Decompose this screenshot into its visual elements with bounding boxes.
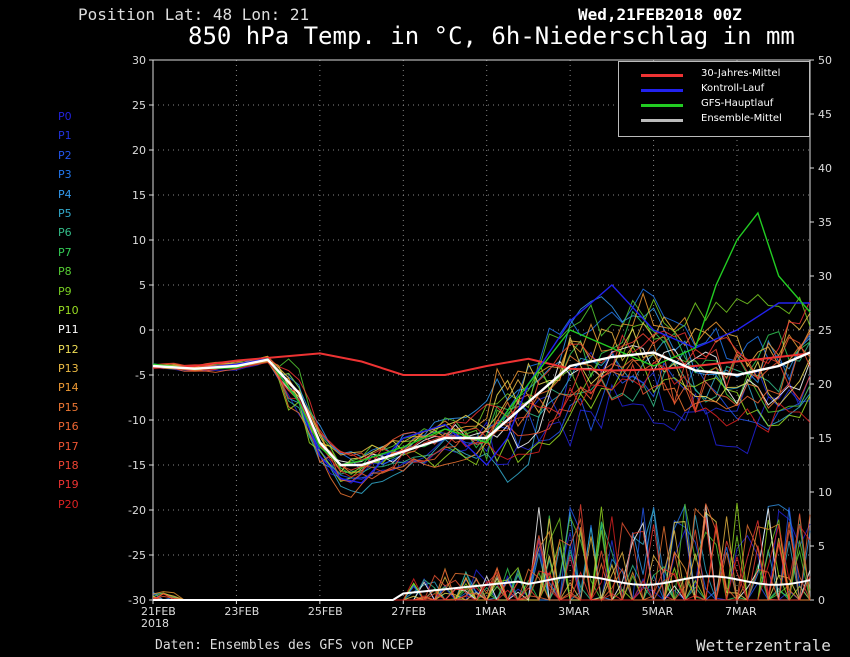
legend-item: Ensemble-Mittel — [619, 113, 809, 128]
member-label: P13 — [58, 362, 79, 376]
legend: 30-Jahres-Mittel Kontroll-Lauf GFS-Haupt… — [618, 61, 810, 137]
member-label: P14 — [58, 381, 79, 395]
legend-item: GFS-Hauptlauf — [619, 98, 809, 113]
legend-label: Ensemble-Mittel — [701, 113, 782, 124]
member-label: P8 — [58, 265, 72, 279]
y-tick-label: 30 — [132, 54, 146, 67]
mean-precip-line — [153, 575, 811, 601]
member-label: P0 — [58, 110, 72, 123]
legend-swatch — [641, 104, 683, 107]
x-year-label: 2018 — [141, 617, 169, 630]
legend-swatch — [641, 74, 683, 77]
legend-item: Kontroll-Lauf — [619, 83, 809, 98]
legend-swatch — [641, 89, 683, 92]
member-label: P3 — [58, 168, 72, 182]
member-label: P11 — [58, 323, 79, 337]
member-label: P15 — [58, 400, 79, 414]
data-source: Daten: Ensembles des GFS von NCEP — [155, 638, 414, 653]
y2-tick-label: 5 — [818, 540, 825, 553]
x-tick-label: 1MAR — [475, 605, 507, 618]
y-tick-label: -10 — [128, 414, 146, 427]
y-tick-label: 10 — [132, 234, 146, 247]
y-tick-label: -25 — [128, 549, 146, 562]
series-line — [152, 211, 811, 466]
member-line — [152, 340, 811, 498]
y2-tick-label: 45 — [818, 108, 832, 121]
legend-label: Kontroll-Lauf — [701, 83, 765, 94]
legend-item: 30-Jahres-Mittel — [619, 68, 809, 83]
member-label: P20 — [58, 497, 79, 511]
y-tick-label: -20 — [128, 504, 146, 517]
y-tick-label: 15 — [132, 189, 146, 202]
member-label: P12 — [58, 342, 79, 356]
member-label: P10 — [58, 303, 79, 317]
member-label: P7 — [58, 245, 72, 259]
brand-label: Wetterzentrale — [696, 636, 831, 655]
y-tick-label: 25 — [132, 99, 146, 112]
member-label: P19 — [58, 478, 79, 492]
y2-tick-label: 10 — [818, 486, 832, 499]
legend-label: GFS-Hauptlauf — [701, 98, 774, 109]
y-tick-label: -30 — [128, 594, 146, 607]
y2-tick-label: 20 — [818, 378, 832, 391]
y2-tick-label: 25 — [818, 324, 832, 337]
member-line — [152, 361, 811, 478]
y2-tick-label: 50 — [818, 54, 832, 67]
member-list: P0 P1 P2 P3 P4 P5 P6 P7 P8 P9 P10 P11 P12 P13 P14 P15 P1… — [58, 110, 79, 517]
member-label: P9 — [58, 284, 72, 298]
member-label: P18 — [58, 459, 79, 473]
legend-label: 30-Jahres-Mittel — [701, 68, 781, 79]
y-tick-label: -15 — [128, 459, 146, 472]
main-series — [152, 211, 811, 601]
series-line — [152, 352, 811, 376]
y2-tick-label: 40 — [818, 162, 832, 175]
y-tick-label: 5 — [139, 279, 146, 292]
y2-tick-label: 30 — [818, 270, 832, 283]
y2-tick-label: 0 — [818, 594, 825, 607]
member-label: P17 — [58, 439, 79, 453]
run-date: Wed,21FEB2018 00Z — [578, 5, 742, 24]
member-label: P1 — [58, 129, 72, 143]
member-line — [152, 327, 811, 473]
member-line — [152, 310, 811, 476]
x-tick-label: 7MAR — [725, 605, 757, 618]
x-tick-label: 25FEB — [308, 605, 343, 618]
member-label: P5 — [58, 206, 72, 220]
member-label: P2 — [58, 148, 72, 162]
ensemble-spaghetti — [152, 288, 811, 498]
y-tick-label: -5 — [135, 369, 146, 382]
y2-tick-label: 15 — [818, 432, 832, 445]
x-tick-label: 5MAR — [642, 605, 674, 618]
y-tick-label: 0 — [139, 324, 146, 337]
legend-swatch — [641, 119, 683, 122]
position-label: Position Lat: 48 Lon: 21 — [78, 5, 310, 24]
x-tick-label: 3MAR — [558, 605, 590, 618]
series-line — [152, 351, 811, 467]
x-tick-label: 27FEB — [391, 605, 426, 618]
member-label: P4 — [58, 187, 72, 201]
x-tick-label: 23FEB — [224, 605, 259, 618]
series-line — [152, 284, 810, 484]
y2-tick-label: 35 — [818, 216, 832, 229]
axes: 302520151050-5-10-15-20-25-3050454035302… — [128, 54, 832, 630]
x-tick-label: 21FEB — [141, 605, 176, 618]
member-label: P6 — [58, 226, 72, 240]
chart-title: 850 hPa Temp. in °C, 6h-Niederschlag in … — [188, 22, 795, 50]
y-tick-label: 20 — [132, 144, 146, 157]
member-label: P16 — [58, 420, 79, 434]
